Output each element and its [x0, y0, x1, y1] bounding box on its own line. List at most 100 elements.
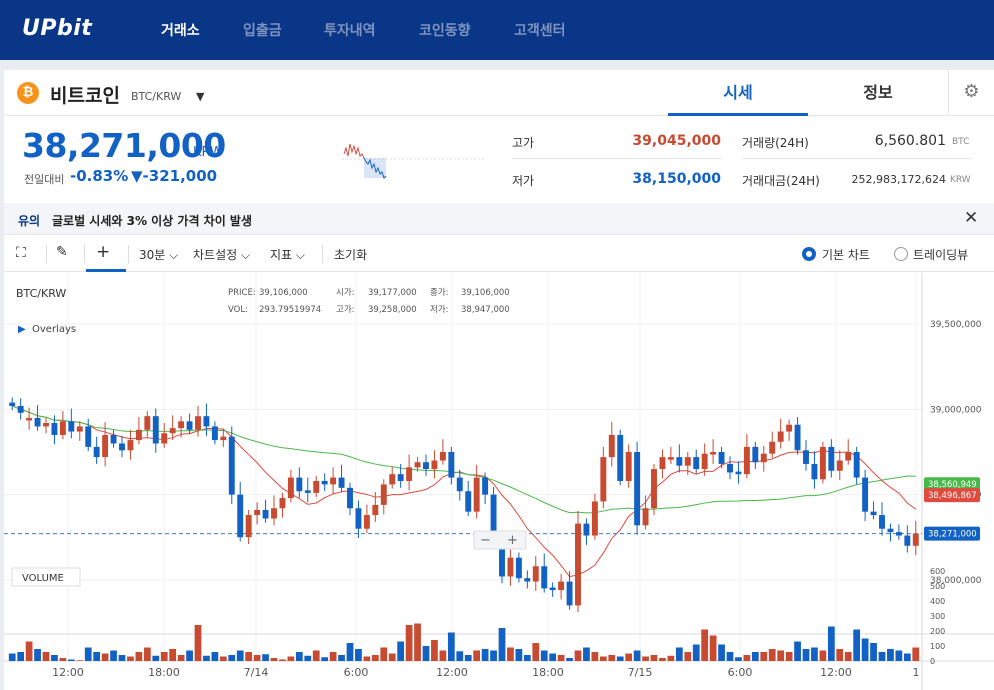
- nav-customer-center[interactable]: 고객센터: [514, 23, 566, 39]
- volume-bar: [422, 646, 430, 661]
- candle-body: [853, 452, 860, 478]
- crosshair-icon[interactable]: +: [96, 242, 111, 262]
- volume-bar: [118, 655, 126, 661]
- volume-bar: [751, 652, 759, 661]
- candle-body: [338, 477, 345, 488]
- volume-bar: [160, 652, 168, 661]
- volume-bar: [532, 643, 540, 661]
- zoom-control-box: [473, 530, 527, 550]
- tab-info[interactable]: 정보: [863, 83, 893, 102]
- info-high-label: 고가:: [336, 305, 355, 315]
- candlestick-chart[interactable]: 39,500,00039,000,00038,500,00038,000,000…: [4, 273, 994, 690]
- candle-body: [355, 508, 362, 529]
- x-tick-label: 12:00: [436, 666, 468, 679]
- coin-select-caret-icon[interactable]: ▼: [196, 90, 205, 103]
- candle-body: [718, 452, 725, 464]
- mini-chart-prev-line: [343, 143, 365, 159]
- chart-settings-select[interactable]: 차트설정 ⌵: [193, 246, 250, 263]
- candle-body: [904, 535, 911, 546]
- toolbar-divider: [322, 245, 323, 263]
- candle-body: [237, 494, 244, 538]
- candle-body: [769, 441, 776, 454]
- candle-body: [380, 484, 387, 505]
- zoom-in-icon: +: [507, 533, 518, 548]
- volume-tick-label: 600: [930, 567, 945, 576]
- volume-bar: [312, 650, 320, 661]
- price-unit: KRW: [193, 145, 223, 160]
- volume-bar: [853, 629, 861, 661]
- volume-bar: [760, 652, 768, 661]
- volume-bar: [591, 652, 599, 661]
- nav-coin-trends[interactable]: 코인동향: [419, 23, 471, 39]
- upbit-logo[interactable]: UPbit: [22, 16, 93, 41]
- volume-bar: [718, 644, 725, 661]
- market-panel: ₿ 비트코인 BTC/KRW ▼ 시세 정보 ⚙ 38,271,000 KRW …: [4, 70, 994, 690]
- coin-market-code: BTC/KRW: [131, 90, 182, 103]
- candle-body: [651, 469, 657, 509]
- volume-bar: [870, 643, 877, 661]
- overlays-toggle-icon: ▶: [18, 324, 26, 335]
- volume-bar: [25, 641, 33, 661]
- candle-body: [169, 428, 176, 434]
- volume-bar: [262, 654, 269, 661]
- fullscreen-icon[interactable]: ⛶: [16, 245, 26, 261]
- candle-body: [313, 480, 320, 493]
- volume-bar: [583, 647, 590, 661]
- basic-chart-radio[interactable]: [802, 247, 816, 261]
- candle-body: [836, 460, 843, 471]
- candle-body: [684, 457, 691, 466]
- volume-bar: [152, 655, 160, 661]
- settings-gear-icon[interactable]: ⚙: [948, 70, 994, 116]
- candle-body: [642, 508, 649, 526]
- candle-body: [195, 416, 201, 430]
- candle-body: [254, 509, 261, 516]
- candle-body: [667, 457, 674, 460]
- tradingview-radio[interactable]: [894, 247, 908, 261]
- volume-bar: [650, 655, 658, 661]
- volume-bar: [819, 650, 827, 661]
- x-tick-label: 1: [913, 666, 920, 679]
- tradingview-label[interactable]: 트레이딩뷰: [913, 248, 969, 262]
- info-close-label: 종가:: [430, 288, 449, 298]
- candle-body: [85, 426, 92, 447]
- info-price-label: PRICE:: [228, 288, 256, 298]
- chart-toolbar: ⛶ ✎ + 30분 ⌵ 차트설정 ⌵ 지표 ⌵ 초기화 기본 차트 트레이딩뷰: [4, 236, 994, 272]
- volume-bar: [633, 650, 641, 661]
- tab-price[interactable]: 시세: [668, 70, 808, 116]
- volume-bar: [329, 652, 337, 661]
- pencil-icon[interactable]: ✎: [56, 244, 68, 260]
- candle-body: [186, 421, 193, 430]
- info-price: 39,106,000: [259, 288, 308, 298]
- volume-bar: [245, 652, 253, 661]
- candle-body: [228, 436, 235, 495]
- change-label: 전일대비: [24, 173, 65, 186]
- coin-header: ₿ 비트코인 BTC/KRW ▼ 시세 정보 ⚙: [4, 70, 994, 116]
- volume-bar: [667, 655, 675, 661]
- nav-exchange[interactable]: 거래소: [161, 23, 200, 39]
- info-low-label: 저가:: [430, 305, 449, 315]
- close-icon[interactable]: ✕: [964, 208, 979, 228]
- volume-bar: [625, 653, 633, 661]
- volume-bar: [701, 629, 709, 661]
- basic-chart-label[interactable]: 기본 차트: [822, 248, 870, 262]
- candle-body: [811, 463, 818, 480]
- reset-button[interactable]: 초기화: [334, 248, 368, 262]
- candle-body: [406, 467, 413, 481]
- candle-body: [524, 578, 531, 582]
- volume-unit: BTC: [952, 137, 970, 147]
- volume-bar: [338, 655, 345, 661]
- candle-body: [507, 557, 514, 577]
- candle-body: [363, 515, 370, 529]
- volume-bar: [675, 647, 683, 661]
- interval-select[interactable]: 30분 ⌵: [139, 246, 178, 263]
- volume-bar: [211, 652, 219, 661]
- nav-deposit-withdraw[interactable]: 입출금: [243, 23, 282, 39]
- volume-bar: [177, 655, 185, 661]
- amount-24h: 252,983,172,624: [851, 173, 946, 186]
- candle-body: [372, 504, 379, 516]
- indicators-select[interactable]: 지표 ⌵: [270, 246, 305, 263]
- nav-investments[interactable]: 투자내역: [324, 23, 376, 39]
- chart-symbol: BTC/KRW: [16, 287, 66, 300]
- volume-24h: 6,560.801: [874, 133, 946, 149]
